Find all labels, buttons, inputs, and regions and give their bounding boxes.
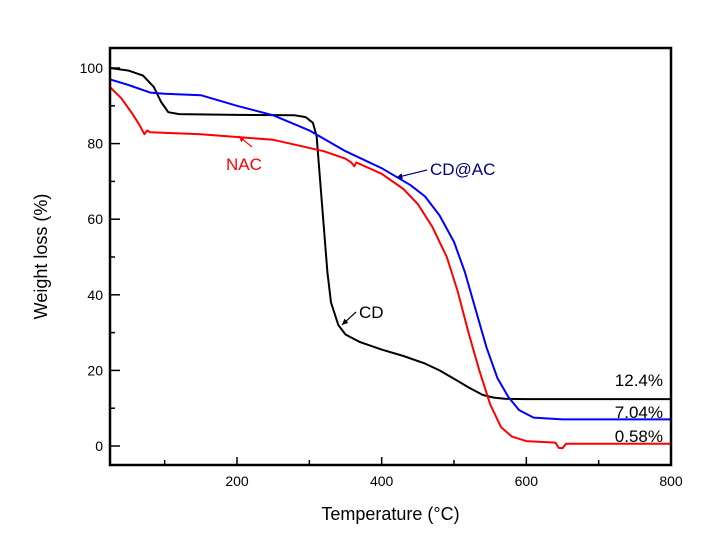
y-tick-label: 100: [80, 60, 104, 76]
minor-ticks: [110, 105, 600, 465]
y-tick-label: 60: [87, 211, 103, 227]
residue-label: 12.4%: [615, 371, 663, 390]
x-axis-title: Temperature (°C): [321, 504, 459, 524]
y-tick-label: 20: [87, 362, 103, 378]
y-axis-title: Weight loss (%): [31, 194, 51, 320]
annotation-label-cd: CD: [359, 303, 384, 322]
x-tick-labels: 200 400 600 800: [225, 473, 683, 489]
y-tick-label: 0: [95, 438, 103, 454]
annotation-layer: CD CD@AC NAC 12.4% 7.04% 0.58%: [226, 135, 663, 446]
annotation-label-cd-ac: CD@AC: [430, 160, 495, 179]
plot-frame: [108, 46, 673, 467]
y-tick-labels: 0 20 40 60 80 100: [80, 60, 104, 454]
y-tick-label: 40: [87, 287, 103, 303]
major-ticks: [110, 67, 672, 465]
x-tick-label: 800: [659, 473, 683, 489]
y-tick-label: 80: [87, 136, 103, 152]
residue-label: 0.58%: [615, 427, 663, 446]
annotation-arrowhead: [396, 169, 428, 180]
series-line-cd-ac: [109, 78, 671, 421]
series-line-nac: [109, 86, 671, 450]
x-tick-label: 600: [515, 473, 539, 489]
annotation-arrowhead: [238, 135, 253, 148]
annotation-label-nac: NAC: [226, 155, 262, 174]
x-tick-label: 400: [370, 473, 394, 489]
x-tick-label: 200: [225, 473, 249, 489]
series-layer: [109, 67, 671, 450]
series-line-cd: [109, 67, 671, 401]
annotation-arrowhead: [341, 311, 357, 326]
residue-label: 7.04%: [615, 403, 663, 422]
